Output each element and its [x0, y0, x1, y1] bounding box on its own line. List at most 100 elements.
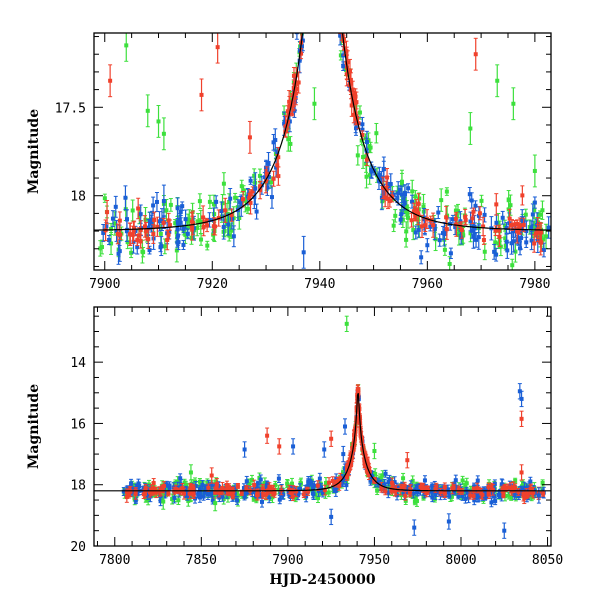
data-point: [339, 33, 344, 34]
data-point: [156, 105, 161, 138]
data-point: [124, 33, 129, 62]
data-point: [509, 231, 514, 255]
data-point: [448, 247, 453, 259]
data-point: [532, 154, 537, 188]
data-point: [338, 33, 343, 46]
data-point: [261, 491, 266, 499]
data-point: [532, 196, 537, 209]
data-point: [291, 438, 296, 455]
data-point: [101, 223, 106, 242]
data-point: [146, 229, 151, 249]
y-tick-label: 18: [70, 190, 86, 205]
data-point: [248, 191, 253, 215]
data-point: [329, 430, 334, 447]
data-point: [497, 224, 502, 237]
data-point: [405, 452, 410, 469]
data-point: [391, 219, 396, 233]
data-point: [188, 464, 193, 481]
x-tick-label: 7920: [197, 277, 228, 292]
data-point: [105, 199, 110, 225]
data-point: [419, 250, 424, 265]
data-point: [110, 210, 115, 228]
data-point: [470, 212, 475, 225]
data-point: [231, 225, 236, 248]
data-point: [266, 164, 271, 189]
data-point: [490, 484, 495, 496]
data-point: [473, 37, 478, 71]
data-point: [223, 197, 228, 223]
data-point: [420, 482, 425, 490]
data-point: [142, 215, 147, 238]
data-point: [196, 491, 201, 499]
x-tick-label: 7940: [304, 277, 335, 292]
data-point: [115, 223, 120, 245]
top-panel: 7900 7920 7940 7960 7980 17.5 18 Magnitude: [26, 0, 552, 292]
data-point: [220, 481, 225, 494]
data-point: [535, 223, 540, 240]
data-point: [98, 240, 103, 257]
data-point: [477, 206, 482, 221]
data-point: [441, 225, 446, 241]
data-point: [431, 212, 436, 238]
data-point: [372, 442, 377, 460]
data-point: [343, 418, 348, 435]
data-point: [501, 487, 506, 497]
data-point: [200, 480, 205, 490]
data-point: [302, 20, 306, 32]
data-point: [269, 185, 274, 209]
data-point: [436, 206, 441, 220]
data-point: [493, 225, 498, 237]
data-point: [339, 3, 343, 17]
x-tick-label: 7800: [99, 553, 130, 568]
data-point: [444, 218, 449, 240]
data-point: [495, 64, 500, 98]
data-point: [195, 219, 200, 237]
data-point: [403, 491, 408, 501]
data-point: [181, 239, 186, 250]
x-tick-label: 7900: [272, 553, 303, 568]
data-point: [507, 208, 512, 229]
data-point: [444, 187, 449, 196]
data-point: [546, 216, 551, 239]
data-point: [124, 220, 129, 242]
data-point: [175, 220, 180, 239]
data-point: [401, 472, 406, 484]
y-tick-label: 17.5: [55, 101, 86, 116]
data-point: [244, 485, 249, 492]
data-point: [463, 494, 468, 504]
data-point: [108, 64, 113, 98]
data-point: [235, 496, 240, 505]
data-point: [145, 94, 150, 128]
data-point: [239, 179, 244, 193]
data-point: [439, 188, 444, 212]
y-axis-label: Magnitude: [26, 109, 42, 194]
data-point: [540, 200, 545, 220]
data-point: [277, 438, 282, 455]
data-point: [460, 475, 465, 486]
data-point: [253, 172, 258, 206]
data-point: [504, 233, 509, 250]
data-point: [168, 198, 173, 212]
data-point: [353, 88, 358, 105]
data-point: [510, 258, 515, 270]
data-point: [482, 243, 487, 261]
data-point: [516, 488, 521, 496]
data-point: [450, 482, 455, 495]
data-point: [336, 0, 340, 3]
data-point: [167, 481, 172, 490]
data-point: [476, 224, 481, 250]
data-point: [301, 235, 306, 269]
data-point: [481, 216, 486, 237]
data-point: [414, 198, 419, 222]
data-point: [500, 210, 505, 225]
data-point: [467, 186, 472, 202]
data-point: [129, 247, 134, 259]
data-point: [189, 212, 194, 232]
data-point: [301, 14, 305, 23]
data-point: [338, 33, 343, 35]
data-point: [265, 427, 270, 444]
data-point: [161, 117, 166, 151]
data-point: [302, 7, 306, 25]
data-point: [207, 194, 212, 209]
data-point: [130, 199, 135, 222]
